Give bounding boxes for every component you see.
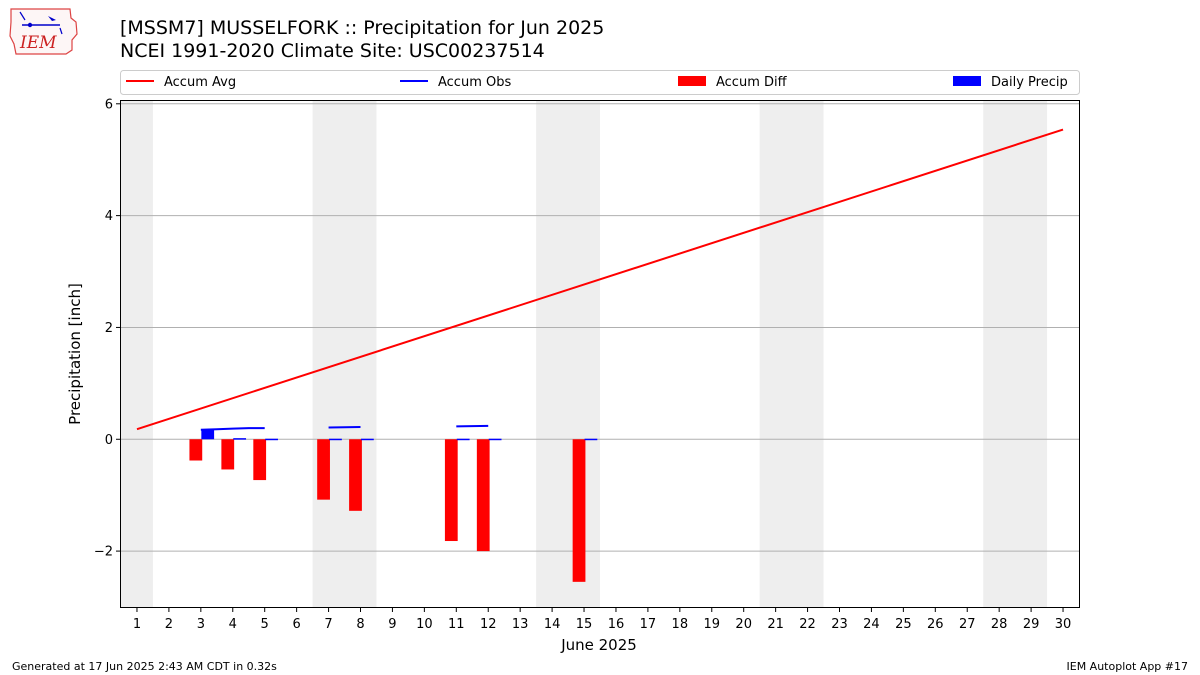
x-tick-label: 3 bbox=[197, 617, 205, 632]
x-tick-label: 28 bbox=[991, 617, 1008, 632]
weekend-span bbox=[983, 101, 1048, 607]
y-tick-label: 4 bbox=[105, 209, 113, 224]
weekend-span bbox=[312, 101, 377, 607]
iem-logo: IEM bbox=[8, 6, 80, 62]
x-tick-label: 8 bbox=[356, 617, 364, 632]
legend: Accum Avg Accum Obs Accum Diff Daily Precip bbox=[120, 70, 1080, 95]
legend-label-accum-diff: Accum Diff bbox=[716, 75, 788, 90]
legend-swatch-daily-precip bbox=[953, 76, 981, 86]
y-tick-label: 2 bbox=[105, 321, 113, 336]
x-tick-label: 25 bbox=[895, 617, 912, 632]
x-tick-label: 7 bbox=[324, 617, 332, 632]
footer-generated: Generated at 17 Jun 2025 2:43 AM CDT in … bbox=[12, 660, 277, 673]
x-tick-label: 26 bbox=[927, 617, 944, 632]
weekend-span bbox=[536, 101, 600, 607]
daily-precip-bar bbox=[265, 438, 278, 441]
accum-diff-bar bbox=[476, 439, 490, 552]
lines bbox=[136, 128, 1064, 431]
y-tick-label: 6 bbox=[105, 97, 113, 112]
y-tick-label: −2 bbox=[94, 545, 113, 560]
daily-precip-bar bbox=[456, 438, 470, 441]
daily-precip-bar bbox=[488, 438, 502, 441]
daily-precip-bar bbox=[233, 438, 247, 440]
x-tick-label: 4 bbox=[229, 617, 237, 632]
accum-diff-bar bbox=[189, 439, 203, 461]
y-axis-label: Precipitation [inch] bbox=[66, 283, 84, 425]
x-tick-label: 14 bbox=[544, 617, 561, 632]
legend-swatch-accum-diff bbox=[678, 76, 706, 86]
gridlines bbox=[121, 103, 1079, 552]
legend-box bbox=[120, 70, 1080, 95]
chart-title: [MSSM7] MUSSELFORK :: Precipitation for … bbox=[120, 17, 605, 39]
x-tick-label: 27 bbox=[959, 617, 976, 632]
x-axis-label: June 2025 bbox=[560, 636, 637, 654]
accum-obs-line bbox=[200, 427, 265, 431]
x-tick-label: 1 bbox=[133, 617, 141, 632]
weekend-span bbox=[121, 101, 153, 607]
x-tick-label: 17 bbox=[640, 617, 657, 632]
x-tick-label: 15 bbox=[576, 617, 593, 632]
x-tick-label: 10 bbox=[416, 617, 433, 632]
accum-diff-bar bbox=[253, 439, 267, 481]
x-tick-label: 29 bbox=[1023, 617, 1040, 632]
x-tick-label: 16 bbox=[608, 617, 625, 632]
logo-text: IEM bbox=[19, 33, 57, 53]
x-tick-label: 19 bbox=[703, 617, 720, 632]
weekend-span bbox=[759, 101, 824, 607]
x-tick-label: 30 bbox=[1055, 617, 1072, 632]
daily-precip-bar bbox=[361, 438, 374, 441]
x-tick-label: 12 bbox=[480, 617, 497, 632]
weekend-shading bbox=[121, 101, 1048, 607]
y-axis: −2 0 2 4 6 bbox=[94, 97, 121, 560]
x-tick-label: 18 bbox=[672, 617, 689, 632]
x-tick-label: 24 bbox=[863, 617, 880, 632]
x-tick-label: 23 bbox=[831, 617, 848, 632]
plot-frame bbox=[120, 100, 1080, 608]
legend-label-accum-avg: Accum Avg bbox=[164, 75, 236, 90]
footer-app: IEM Autoplot App #17 bbox=[1066, 660, 1189, 673]
accum-diff-bar bbox=[572, 439, 586, 582]
daily-precip-bar bbox=[201, 429, 215, 440]
legend-label-daily-precip: Daily Precip bbox=[991, 75, 1068, 90]
accum-diff-bar bbox=[221, 439, 235, 470]
x-axis: 1 2 3 4 5 6 7 8 9 10 11 12 13 14 15 16 17 18 19 20 21 22 23 24 2… bbox=[133, 607, 1071, 632]
legend-label-accum-obs: Accum Obs bbox=[438, 75, 511, 90]
x-tick-label: 21 bbox=[767, 617, 784, 632]
accum-diff-bar bbox=[444, 439, 458, 542]
daily-precip-bar bbox=[584, 438, 598, 441]
iowa-map-icon: IEM bbox=[9, 8, 78, 55]
accum-obs-line bbox=[328, 425, 361, 429]
y-tick-label: 0 bbox=[105, 433, 113, 448]
x-tick-label: 9 bbox=[388, 617, 396, 632]
accum-obs-line bbox=[456, 424, 489, 428]
daily-precip-bar bbox=[329, 438, 342, 441]
x-tick-label: 2 bbox=[165, 617, 173, 632]
x-tick-label: 5 bbox=[261, 617, 269, 632]
x-tick-label: 11 bbox=[448, 617, 465, 632]
accum-diff-bar bbox=[317, 439, 330, 500]
x-tick-label: 6 bbox=[292, 617, 300, 632]
x-tick-label: 20 bbox=[735, 617, 752, 632]
x-tick-label: 13 bbox=[512, 617, 529, 632]
x-tick-label: 22 bbox=[799, 617, 816, 632]
bars bbox=[189, 429, 598, 582]
accum-avg-line bbox=[136, 128, 1064, 431]
chart-subtitle: NCEI 1991-2020 Climate Site: USC00237514 bbox=[120, 40, 545, 62]
accum-diff-bar bbox=[349, 439, 362, 511]
